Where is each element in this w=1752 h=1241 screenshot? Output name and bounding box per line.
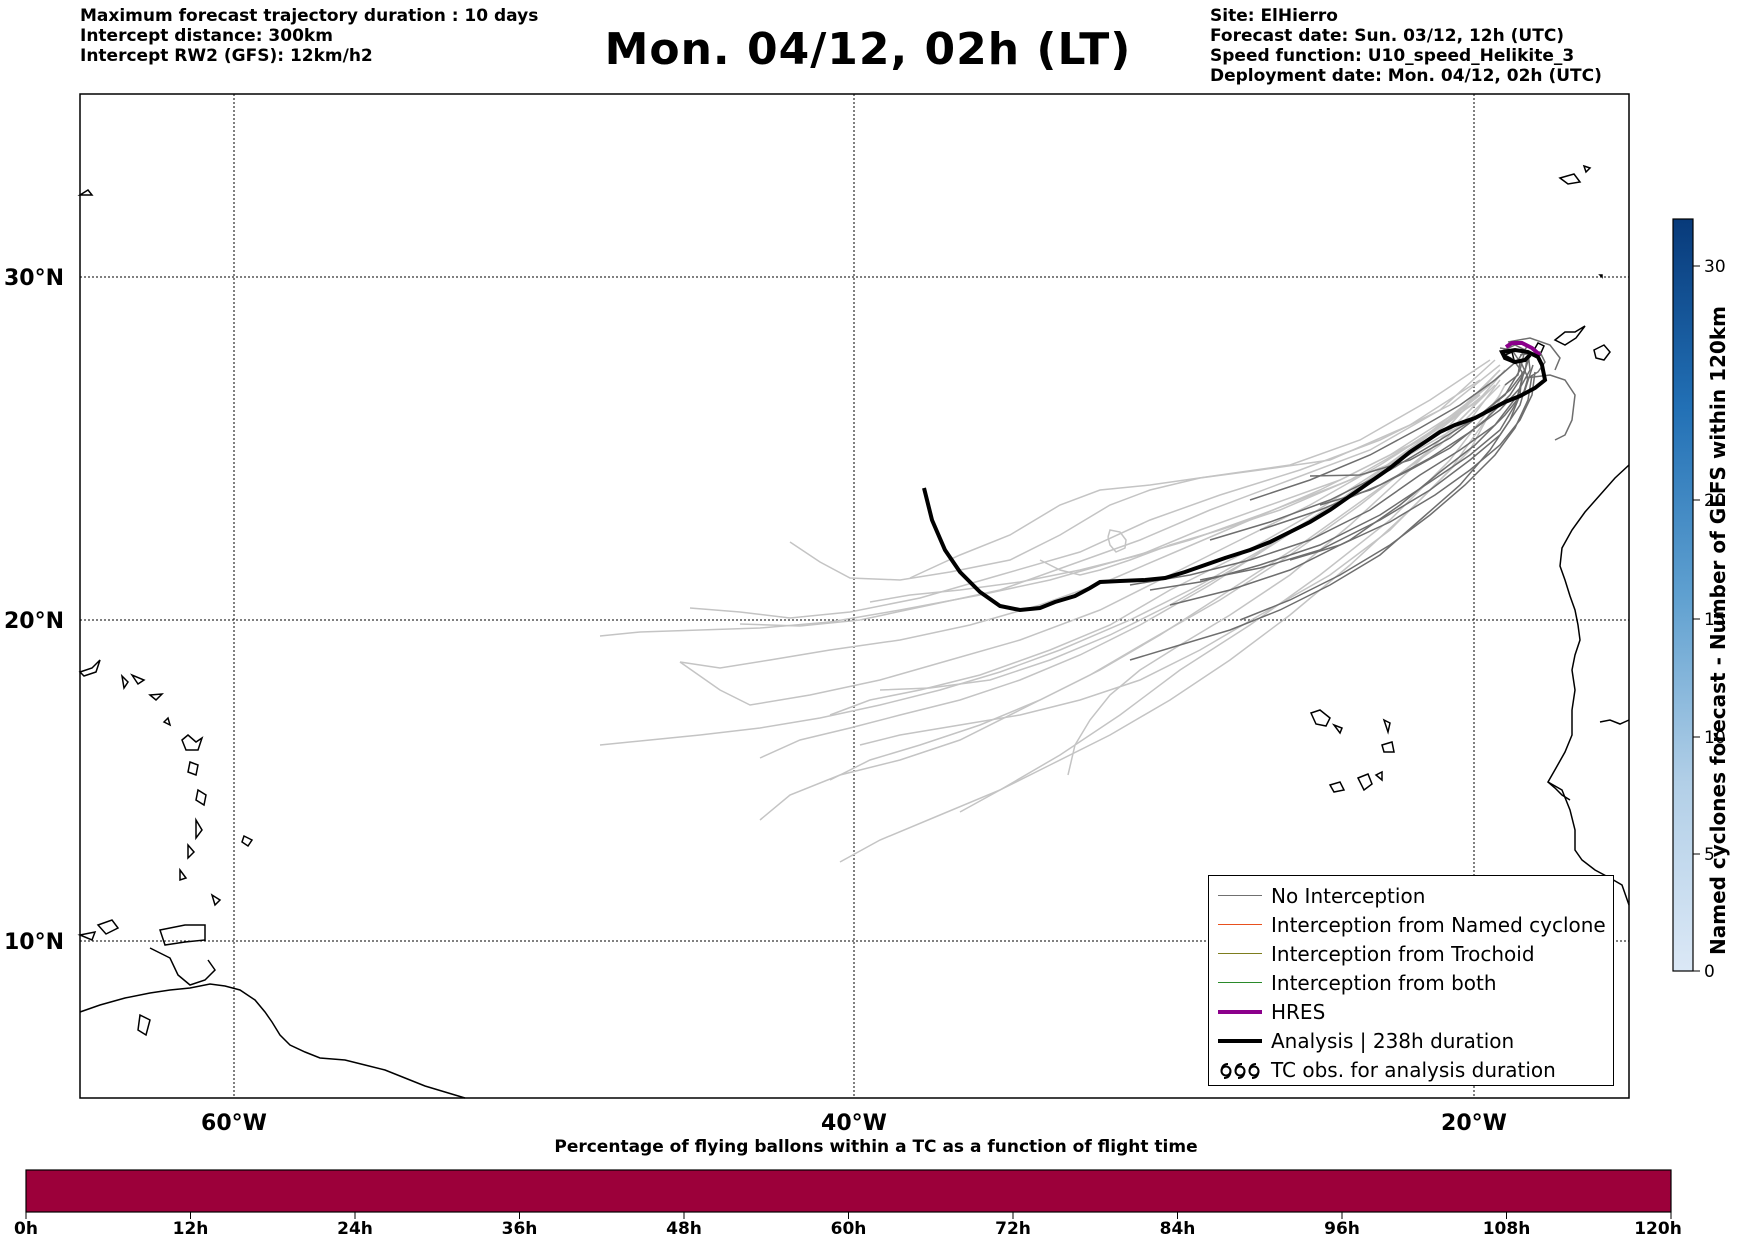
legend-swatch <box>1218 895 1262 896</box>
south-america-coast <box>79 983 466 1099</box>
analysis-trajectory <box>922 347 1548 613</box>
colorbar-tick-0: 0 <box>1704 962 1715 982</box>
colorbar-tick-30: 30 <box>1704 257 1726 277</box>
page-title: Mon. 04/12, 02h (LT) <box>604 24 1132 75</box>
bar-tick-label: 84h <box>1160 1219 1196 1239</box>
legend-item-no-interception: No Interception <box>1209 881 1613 910</box>
bar-tick-label: 12h <box>173 1219 209 1239</box>
colorbar-tick-20: 20 <box>1704 491 1726 511</box>
site-text: Site: ElHierro <box>1210 6 1338 26</box>
lat-label-10n: 10°N <box>4 930 64 955</box>
legend-swatch <box>1218 924 1262 925</box>
bar-tick-label: 48h <box>666 1219 702 1239</box>
hres-trajectory <box>1504 341 1542 357</box>
colorbar-tick-10: 10 <box>1704 728 1726 748</box>
map-legend: No Interception Interception from Named … <box>1208 875 1614 1086</box>
legend-item-named-cyclone: Interception from Named cyclone <box>1209 910 1613 939</box>
bar-tick-label: 108h <box>1483 1219 1531 1239</box>
legend-swatch <box>1218 1009 1262 1014</box>
legend-item-hres: HRES <box>1209 997 1613 1026</box>
forecast-date-text: Forecast date: Sun. 03/12, 12h (UTC) <box>1210 26 1565 46</box>
legend-item-tc-obs: TC obs. for analysis duration <box>1209 1055 1613 1084</box>
intercept-rw2-text: Intercept RW2 (GFS): 12km/h2 <box>80 46 373 66</box>
colorbar-tick-5: 5 <box>1704 845 1715 865</box>
max-duration-text: Maximum forecast trajectory duration : 1… <box>80 6 539 26</box>
legend-item-both: Interception from both <box>1209 968 1613 997</box>
forecast-settings: Maximum forecast trajectory duration : 1… <box>80 6 538 66</box>
bar-tick-label: 72h <box>995 1219 1031 1239</box>
bar-tick-label: 60h <box>831 1219 867 1239</box>
deployment-date-text: Deployment date: Mon. 04/12, 02h (UTC) <box>1210 66 1602 86</box>
colorbar: 0 5 10 15 20 30 <box>1672 218 1726 982</box>
tc-percentage-bar: 0h 12h 24h 36h 48h 60h 72h 84h 96h 108h … <box>14 1169 1682 1239</box>
lon-label-20w: 20°W <box>1441 1111 1507 1136</box>
tc-percentage-fill <box>25 1169 1672 1213</box>
cyclone-symbols-icon <box>1220 1062 1260 1079</box>
lon-label-40w: 40°W <box>821 1111 887 1136</box>
legend-item-trochoid: Interception from Trochoid <box>1209 939 1613 968</box>
lon-label-60w: 60°W <box>201 1111 267 1136</box>
ensemble-trajectories-light <box>599 359 1506 863</box>
bar-tick-label: 96h <box>1324 1219 1360 1239</box>
ensemble-trajectories-dark <box>1129 337 1576 661</box>
site-info: Site: ElHierro Forecast date: Sun. 03/12… <box>1210 6 1602 86</box>
legend-swatch <box>1218 1038 1262 1043</box>
africa-coast <box>1546 464 1630 906</box>
legend-item-analysis: Analysis | 238h duration <box>1209 1026 1613 1055</box>
lat-label-20n: 20°N <box>4 609 64 634</box>
legend-swatch <box>1218 953 1262 954</box>
colorbar-label: Named cyclones forecast - Number of GEFS… <box>1706 306 1730 955</box>
speed-function-text: Speed function: U10_speed_Helikite_3 <box>1210 46 1575 66</box>
map-frame <box>79 93 1630 1099</box>
bar-ticks <box>25 1212 1672 1219</box>
colorbar-tick-15: 15 <box>1704 610 1726 630</box>
legend-swatch <box>1218 982 1262 983</box>
coastlines <box>77 164 1630 1099</box>
bar-tick-label: 36h <box>502 1219 538 1239</box>
intercept-distance-text: Intercept distance: 300km <box>80 26 333 46</box>
lat-label-30n: 30°N <box>4 266 64 291</box>
tc-bar-title: Percentage of flying ballons within a TC… <box>554 1137 1198 1157</box>
bar-tick-label: 120h <box>1634 1219 1682 1239</box>
bar-tick-label: 0h <box>14 1219 38 1239</box>
bar-tick-label: 24h <box>337 1219 373 1239</box>
